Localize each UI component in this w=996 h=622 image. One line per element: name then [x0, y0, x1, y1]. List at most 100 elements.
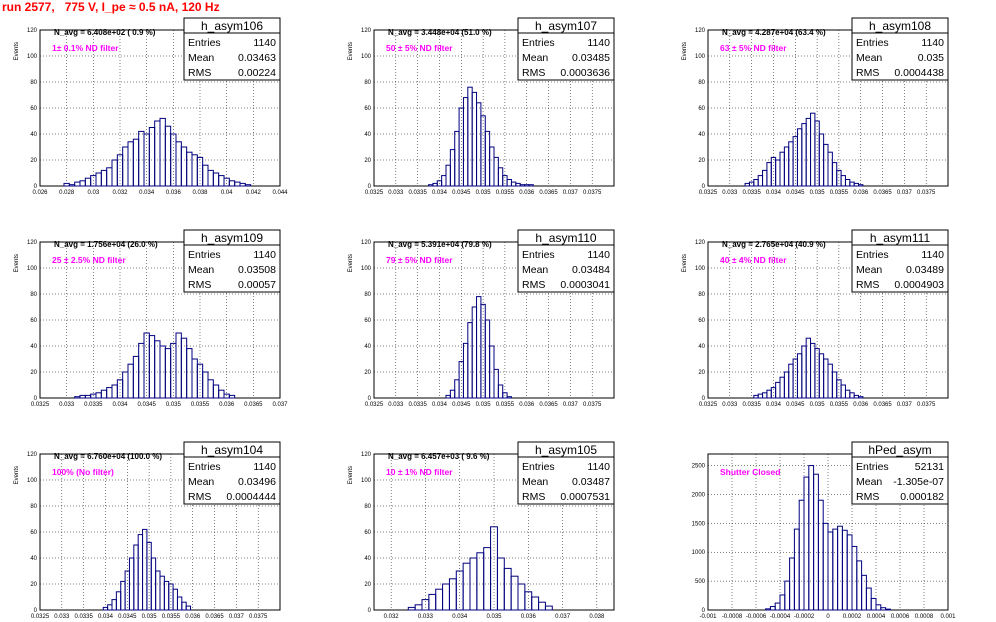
histogram-bin — [407, 606, 416, 611]
histogram-bin — [885, 608, 891, 611]
histogram-bin — [765, 608, 771, 611]
y-tick-label: 0 — [34, 184, 38, 190]
x-tick-label: -0.0002 — [794, 614, 815, 620]
histogram-bin — [159, 575, 165, 611]
histogram-bin — [449, 389, 456, 399]
x-tick-label: 0.0365 — [873, 402, 892, 408]
y-tick-label: 80 — [698, 80, 705, 86]
histogram-panel: 0 20 40 60 80 100 120 0.0325 0.033 0.0335 0.034 0.0… — [348, 17, 615, 196]
histogram-bin — [779, 376, 785, 399]
y-tick-label: 100 — [27, 266, 38, 272]
histogram-bin — [493, 368, 499, 399]
histogram-bin — [753, 179, 759, 187]
stats-row-value: 0.03463 — [238, 52, 276, 64]
stats-title: hPed_asym — [868, 443, 931, 457]
x-tick-label: 0.034 — [432, 402, 448, 408]
y-tick-label: 120 — [27, 28, 38, 34]
histogram-bin — [798, 499, 805, 611]
y-tick-label: 80 — [30, 80, 37, 86]
stats-row-value: 0.03484 — [572, 264, 610, 276]
histogram-bin — [503, 567, 512, 611]
x-tick-label: 0.0345 — [118, 614, 137, 620]
x-tick-label: 0.0325 — [699, 190, 718, 196]
stats-row-label: Mean — [188, 476, 214, 488]
x-tick-label: 0.0325 — [31, 614, 50, 620]
histogram-bin — [138, 130, 145, 187]
histogram-bin — [753, 394, 759, 399]
x-tick-label: 0.04 — [221, 190, 233, 196]
y-tick-label: 0 — [702, 184, 706, 190]
stats-row-label: Mean — [856, 52, 882, 64]
histogram-bin — [106, 387, 113, 399]
stats-row-value: 0.0004444 — [226, 491, 276, 503]
histogram-panel: 0 20 40 60 80 100 120 0.032 0.033 0.034 0.035 0.036… — [348, 441, 615, 620]
stats-row-label: Entries — [856, 249, 889, 261]
x-tick-label: 0.038 — [589, 614, 605, 620]
histogram-bin — [844, 389, 851, 399]
histogram-bin — [111, 159, 118, 187]
histogram-bin — [793, 528, 800, 611]
histogram-bin — [223, 393, 230, 399]
stats-row-label: Mean — [188, 52, 214, 64]
x-tick-label: 0.0355 — [830, 190, 849, 196]
y-tick-label: 40 — [364, 344, 371, 350]
histogram-bin — [90, 393, 97, 399]
x-tick-label: 0.037 — [897, 190, 913, 196]
x-tick-label: 0.0345 — [452, 402, 471, 408]
stats-title: h_asym107 — [535, 19, 597, 33]
x-tick-label: 0.033 — [418, 614, 434, 620]
histogram-bin — [218, 175, 225, 187]
y-tick-label: 20 — [364, 370, 371, 376]
stats-row-label: Entries — [188, 249, 221, 261]
y-tick-label: 120 — [695, 240, 706, 246]
y-tick-label: 40 — [698, 344, 705, 350]
histogram-bin — [796, 128, 803, 187]
stats-row-label: RMS — [856, 279, 879, 291]
x-tick-label: 0.0365 — [873, 190, 892, 196]
histogram-bin — [775, 381, 781, 399]
histogram-bin — [528, 184, 534, 187]
histogram-bin — [163, 580, 170, 611]
x-tick-label: 0.034 — [452, 614, 468, 620]
histogram-bin — [445, 164, 451, 187]
stats-box — [517, 17, 615, 81]
stats-row-value: 0.03489 — [906, 264, 944, 276]
filter-label: 63 ± 5% ND filter — [720, 43, 787, 53]
y-tick-label: 40 — [30, 344, 37, 350]
x-tick-label: 0.036 — [853, 402, 869, 408]
stats-row-label: Mean — [856, 476, 882, 488]
x-tick-label: 0.037 — [563, 190, 579, 196]
stats-row-label: RMS — [188, 491, 211, 503]
stats-row-value: 1140 — [587, 249, 610, 261]
stats-row-value: 0.00224 — [238, 67, 276, 79]
y-tick-label: 60 — [30, 530, 37, 536]
x-tick-label: 0.034 — [98, 614, 114, 620]
histogram-bin — [853, 394, 860, 399]
histogram-bin — [122, 146, 129, 187]
histogram-bin — [432, 182, 438, 187]
y-axis-label: Events — [14, 466, 20, 484]
stats-row-value: 1140 — [587, 461, 610, 473]
stats-row-value: 1140 — [587, 37, 610, 49]
histogram-panel: 0 20 40 60 80 100 120 0.026 0.028 0.03 0.032 0.034 0… — [14, 17, 288, 196]
y-axis-label: Events — [682, 42, 688, 60]
histogram-bin — [788, 141, 794, 187]
stats-box — [851, 229, 949, 293]
y-tick-label: 0 — [368, 184, 372, 190]
x-tick-label: 0.033 — [54, 614, 70, 620]
histogram-bin — [766, 389, 772, 399]
histogram-bin — [823, 358, 829, 399]
y-tick-label: 0 — [702, 608, 706, 614]
stats-row-value: 0.0003636 — [560, 67, 610, 79]
filter-label: 79 ± 5% ND filter — [386, 255, 453, 265]
filter-label: 1± 0.1% ND filter — [52, 43, 119, 53]
stats-title: h_asym111 — [870, 231, 931, 245]
histogram-bin — [506, 179, 512, 187]
x-tick-label: 0.037 — [563, 402, 579, 408]
y-tick-label: 40 — [30, 132, 37, 138]
x-tick-label: 0.0325 — [31, 402, 50, 408]
histogram-bin — [497, 167, 504, 187]
histogram-bin — [74, 396, 81, 399]
y-tick-label: 60 — [30, 106, 37, 112]
